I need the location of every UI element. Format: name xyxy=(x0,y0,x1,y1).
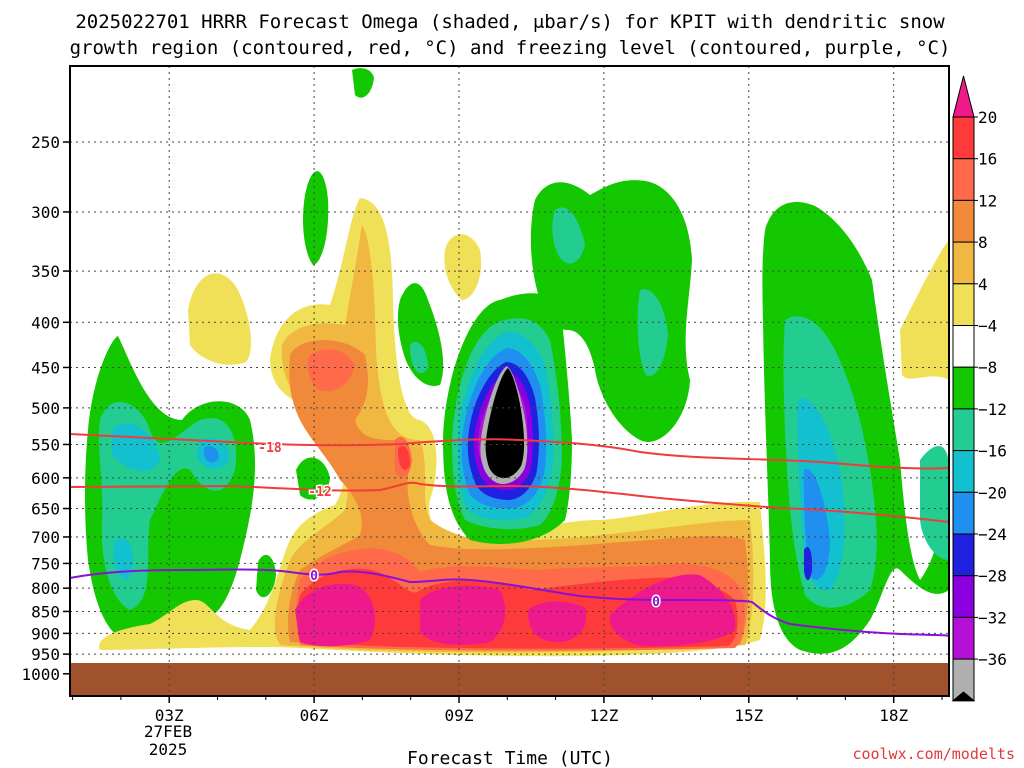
y-axis: 250 300 350 400 450 500 550 600 650 700 750 800 850 9… xyxy=(21,133,70,684)
x-tick-label-03Z: 03Z xyxy=(155,706,184,725)
x-axis: 03Z 06Z 09Z 12Z 15Z 18Z xyxy=(72,696,943,725)
colorbar-label-10: −24 xyxy=(978,525,1007,544)
y-tick-label-500: 500 xyxy=(31,399,60,418)
colorbar-label-4: 4 xyxy=(978,275,988,294)
chart-title-line-2: growth region (contoured, red, °C) and f… xyxy=(70,37,951,59)
y-tick-label-650: 650 xyxy=(31,500,60,519)
ground-below-surface xyxy=(70,663,949,696)
colorbar-label-11: −28 xyxy=(978,567,1007,586)
y-tick-label-550: 550 xyxy=(31,435,60,454)
colorbar-band-7 xyxy=(952,366,975,410)
dgz-label-minus12: -12 xyxy=(308,485,331,500)
colorbar-label-9: −20 xyxy=(978,483,1007,502)
colorbar-band-3 xyxy=(952,199,975,243)
y-tick-label-900: 900 xyxy=(31,624,60,643)
freezing-contours: 0 0 xyxy=(69,568,950,637)
y-tick-label-300: 300 xyxy=(31,203,60,222)
omega-region-left-blue xyxy=(203,446,219,463)
y-tick-label-750: 750 xyxy=(31,554,60,573)
y-tick-label-700: 700 xyxy=(31,528,60,547)
colorbar-label-8: −16 xyxy=(978,442,1007,461)
colorbar-label-7: −12 xyxy=(978,400,1007,419)
y-tick-label-600: 600 xyxy=(31,469,60,488)
gridlines xyxy=(70,66,949,696)
dgz-label-minus18: -18 xyxy=(258,441,282,456)
x-tick-label-18Z: 18Z xyxy=(879,706,908,725)
x-tick-label-12Z: 12Z xyxy=(589,706,618,725)
y-tick-label-950: 950 xyxy=(31,645,60,664)
y-tick-label-250: 250 xyxy=(31,133,60,152)
omega-region-core-black xyxy=(485,368,525,478)
plot-area: -18 -12 0 0 xyxy=(69,65,950,697)
omega-shading xyxy=(70,68,949,696)
dgz-contour-minus12 xyxy=(69,481,950,523)
colorbar-band-12 xyxy=(952,575,975,618)
colorbar-band-4 xyxy=(952,241,975,285)
omega-region-center-right-teal xyxy=(552,207,668,376)
omega-region-left-cyan xyxy=(112,423,229,580)
y-tick-label-1000: 1000 xyxy=(21,665,60,684)
colorbar-label-2: 12 xyxy=(978,191,997,210)
omega-region-teal-08z xyxy=(410,341,428,374)
colorbar-band-11 xyxy=(952,533,975,577)
omega-region-green-06z-upper xyxy=(302,171,329,265)
colorbar-label-13: −36 xyxy=(978,650,1007,669)
colorbar-bottom-arrow xyxy=(951,691,976,702)
omega-region-yellow-upper-center xyxy=(444,234,482,300)
omega-region-redorange-mid xyxy=(296,349,745,651)
credit-text: coolwx.com/modelts xyxy=(852,745,1015,763)
colorbar-band-1 xyxy=(952,116,975,160)
omega-region-green-top xyxy=(352,68,374,98)
plot-frame xyxy=(69,65,950,697)
date-label-year: 2025 xyxy=(149,740,188,759)
y-tick-label-850: 850 xyxy=(31,602,60,621)
freezing-label-2: 0 xyxy=(652,595,660,610)
freezing-label-1: 0 xyxy=(310,569,318,584)
colorbar-label-1: 16 xyxy=(978,150,997,169)
y-tick-label-400: 400 xyxy=(31,313,60,332)
y-tick-label-450: 450 xyxy=(31,358,60,377)
colorbar-band-10 xyxy=(952,491,975,535)
omega-region-red-mid xyxy=(297,445,738,649)
dgz-contour-minus18 xyxy=(69,433,950,470)
freezing-level-contour xyxy=(69,568,950,637)
colorbar-label-5: −4 xyxy=(978,317,997,336)
chart-title-line-1: 2025022701 HRRR Forecast Omega (shaded, … xyxy=(75,11,945,33)
colorbar-band-13 xyxy=(952,616,975,660)
date-label-day: 27FEB xyxy=(144,722,192,741)
y-tick-label-800: 800 xyxy=(31,579,60,598)
y-tick-label-350: 350 xyxy=(31,262,60,281)
omega-region-green-05z xyxy=(256,554,276,598)
colorbar-label-3: 8 xyxy=(978,233,988,252)
colorbar-top-arrow xyxy=(952,75,975,118)
omega-region-green-08z xyxy=(397,283,444,386)
colorbar-band-9 xyxy=(952,450,975,493)
x-axis-label: Forecast Time (UTC) xyxy=(407,748,613,768)
colorbar-label-12: −32 xyxy=(978,608,1007,627)
colorbar-band-2 xyxy=(952,158,975,201)
x-tick-label-06Z: 06Z xyxy=(300,706,329,725)
colorbar: 20 16 12 8 4 −4 −8 −12 −16 −20 −24 −28 −32 −36 xyxy=(951,75,1007,702)
omega-region-yellow-upper-left xyxy=(188,273,252,365)
colorbar-label-0: 20 xyxy=(978,108,997,127)
colorbar-band-8 xyxy=(952,408,975,452)
colorbar-band-5 xyxy=(952,283,975,326)
colorbar-band-6 xyxy=(952,325,975,368)
omega-region-yellow-right xyxy=(900,240,949,380)
dgz-contours: -18 -12 xyxy=(69,433,950,523)
x-tick-label-09Z: 09Z xyxy=(445,706,474,725)
colorbar-label-6: −8 xyxy=(978,358,997,377)
x-tick-label-15Z: 15Z xyxy=(734,706,763,725)
omega-region-magenta-mid xyxy=(295,574,736,647)
